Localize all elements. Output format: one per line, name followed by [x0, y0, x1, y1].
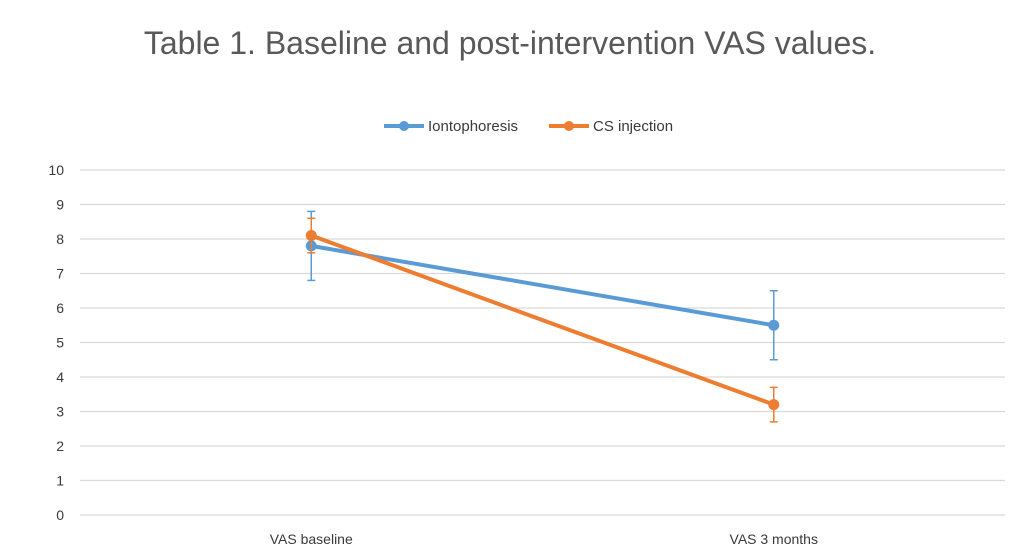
- y-tick-label: 9: [56, 197, 64, 213]
- data-point[interactable]: [768, 399, 780, 411]
- gridlines: [80, 169, 1005, 516]
- y-tick-label: 10: [48, 162, 64, 178]
- x-tick-label: VAS 3 months: [730, 531, 818, 547]
- y-tick-label: 4: [56, 369, 64, 385]
- series-iontophoresis: [305, 210, 780, 361]
- series-layer: [305, 210, 780, 423]
- data-point[interactable]: [305, 230, 317, 242]
- legend-item-cs-injection[interactable]: CS injection: [549, 118, 673, 135]
- series-line-iontophoresis: [310, 243, 775, 328]
- series-line-cs-injection: [310, 233, 775, 407]
- data-point[interactable]: [768, 319, 780, 331]
- y-tick-label: 7: [56, 266, 64, 282]
- y-tick-label: 1: [56, 473, 64, 489]
- x-axis-ticks: VAS baseline VAS 3 months: [270, 531, 818, 547]
- chart-title: Table 1. Baseline and post-intervention …: [144, 25, 876, 61]
- legend-label-iontophoresis: Iontophoresis: [428, 118, 518, 135]
- y-tick-label: 2: [56, 438, 64, 454]
- legend-label-cs-injection: CS injection: [593, 118, 673, 135]
- y-tick-label: 3: [56, 404, 64, 420]
- y-tick-label: 5: [56, 335, 64, 351]
- y-tick-label: 6: [56, 300, 64, 316]
- y-tick-label: 8: [56, 231, 64, 247]
- legend: Iontophoresis CS injection: [384, 118, 673, 135]
- y-tick-label: 0: [56, 507, 64, 523]
- x-tick-label: VAS baseline: [270, 531, 353, 547]
- legend-item-iontophoresis[interactable]: Iontophoresis: [384, 118, 518, 135]
- y-axis-ticks: 0 1 2 3 4 5 6 7 8 9 10: [48, 162, 64, 523]
- series-cs-injection: [305, 217, 780, 423]
